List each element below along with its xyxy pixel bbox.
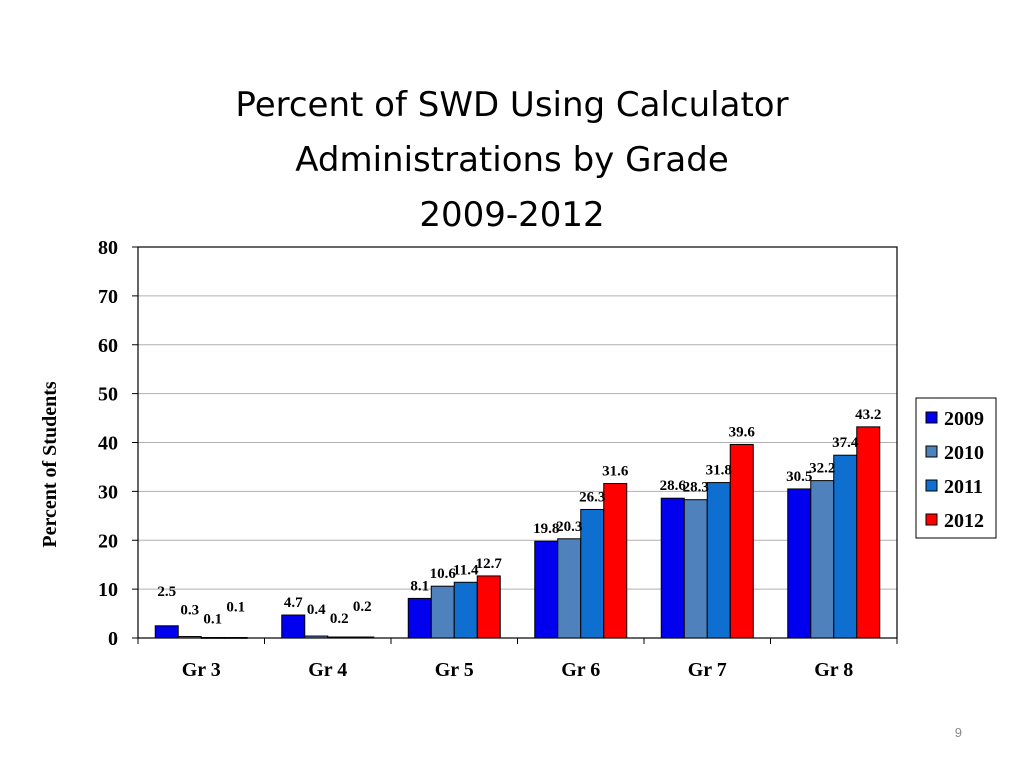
x-tick-label: Gr 4 bbox=[308, 659, 347, 681]
x-tick-label: Gr 7 bbox=[688, 659, 727, 681]
bar-2009-gr-3 bbox=[154, 625, 179, 639]
bar-2011-gr-8 bbox=[833, 454, 858, 639]
data-label: 2.5 bbox=[157, 584, 176, 600]
legend-label-2012: 2012 bbox=[944, 510, 984, 532]
bar-2012-gr-6 bbox=[603, 483, 628, 639]
y-tick-label: 20 bbox=[98, 530, 118, 552]
bar-2012-gr-7 bbox=[729, 443, 754, 639]
data-label: 30.5 bbox=[786, 469, 812, 485]
bar-2009-gr-8 bbox=[787, 488, 812, 639]
data-label: 39.6 bbox=[729, 424, 756, 440]
data-label: 4.7 bbox=[284, 595, 303, 611]
data-label: 12.7 bbox=[476, 556, 503, 572]
y-tick-label: 40 bbox=[98, 433, 118, 455]
data-label: 19.8 bbox=[533, 521, 559, 537]
x-tick-label: Gr 5 bbox=[435, 659, 474, 681]
data-label: 20.3 bbox=[556, 519, 582, 535]
y-tick-label: 80 bbox=[98, 237, 118, 259]
page-number: 9 bbox=[954, 725, 962, 740]
legend-swatch-2009 bbox=[925, 411, 938, 424]
title-line-2: Administrations by Grade bbox=[295, 140, 729, 180]
legend-label-2010: 2010 bbox=[944, 442, 984, 464]
data-label: 28.3 bbox=[683, 480, 709, 496]
data-label: 11.4 bbox=[453, 562, 479, 578]
data-label: 26.3 bbox=[579, 489, 605, 505]
slide-title: Percent of SWD Using Calculator Administ… bbox=[0, 78, 1024, 243]
bar-2009-gr-4 bbox=[281, 614, 306, 639]
bar-2011-gr-6 bbox=[580, 508, 605, 639]
bar-2011-gr-7 bbox=[706, 482, 731, 639]
data-label: 8.1 bbox=[410, 578, 429, 594]
data-label: 0.2 bbox=[330, 611, 349, 627]
legend-swatch-2012 bbox=[925, 513, 938, 526]
data-label: 0.1 bbox=[226, 600, 245, 616]
title-line-3: 2009-2012 bbox=[419, 195, 605, 235]
data-label: 32.2 bbox=[809, 461, 835, 477]
data-label: 0.3 bbox=[180, 603, 199, 619]
bar-2010-gr-7 bbox=[683, 499, 708, 639]
x-tick-label: Gr 8 bbox=[814, 659, 853, 681]
y-tick-label: 10 bbox=[98, 579, 118, 601]
x-tick-label: Gr 3 bbox=[182, 659, 221, 681]
legend-swatch-2011 bbox=[925, 479, 938, 492]
bar-2009-gr-5 bbox=[407, 597, 432, 639]
data-label: 31.6 bbox=[602, 464, 629, 480]
x-tick-label: Gr 6 bbox=[561, 659, 600, 681]
bar-2010-gr-5 bbox=[430, 585, 455, 639]
data-label: 10.6 bbox=[430, 566, 457, 582]
bar-2012-gr-8 bbox=[856, 426, 881, 639]
bar-2010-gr-6 bbox=[557, 538, 582, 639]
bar-2011-gr-4 bbox=[327, 636, 352, 639]
y-tick-label: 70 bbox=[98, 286, 118, 308]
legend-label-2011: 2011 bbox=[944, 476, 983, 498]
data-label: 37.4 bbox=[832, 435, 859, 451]
bar-2012-gr-5 bbox=[476, 575, 501, 639]
bar-2009-gr-7 bbox=[660, 497, 685, 639]
bar-2010-gr-8 bbox=[810, 480, 835, 639]
legend-label-2009: 2009 bbox=[944, 408, 984, 430]
bar-2012-gr-3 bbox=[223, 637, 248, 639]
bar-2009-gr-6 bbox=[534, 540, 559, 639]
data-label: 0.1 bbox=[203, 612, 222, 628]
title-line-1: Percent of SWD Using Calculator bbox=[235, 85, 789, 125]
y-tick-label: 30 bbox=[98, 481, 118, 503]
bar-2010-gr-4 bbox=[304, 635, 329, 639]
bar-2012-gr-4 bbox=[350, 636, 375, 639]
y-tick-label: 0 bbox=[108, 628, 118, 650]
data-label: 43.2 bbox=[855, 407, 881, 423]
bar-2011-gr-3 bbox=[200, 637, 225, 639]
data-label: 0.4 bbox=[307, 602, 326, 618]
bar-2010-gr-3 bbox=[177, 636, 202, 639]
y-tick-label: 50 bbox=[98, 384, 118, 406]
legend-swatch-2010 bbox=[925, 445, 938, 458]
data-label: 31.8 bbox=[706, 463, 732, 479]
data-label: 28.6 bbox=[660, 478, 687, 494]
y-axis-label: Percent of Students bbox=[39, 381, 61, 547]
data-label: 0.2 bbox=[353, 599, 372, 615]
y-tick-label: 60 bbox=[98, 335, 118, 357]
bar-2011-gr-5 bbox=[453, 581, 478, 639]
